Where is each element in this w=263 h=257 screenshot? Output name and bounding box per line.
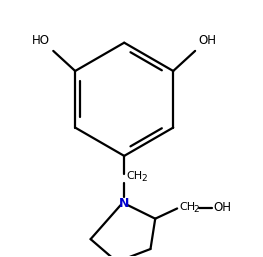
Text: 2: 2 bbox=[194, 205, 199, 214]
Text: CH: CH bbox=[127, 171, 143, 181]
Text: 2: 2 bbox=[141, 174, 146, 183]
Text: N: N bbox=[119, 197, 129, 210]
Text: OH: OH bbox=[198, 33, 216, 47]
Text: OH: OH bbox=[214, 201, 232, 214]
Text: HO: HO bbox=[32, 33, 50, 47]
Text: CH: CH bbox=[179, 202, 195, 212]
